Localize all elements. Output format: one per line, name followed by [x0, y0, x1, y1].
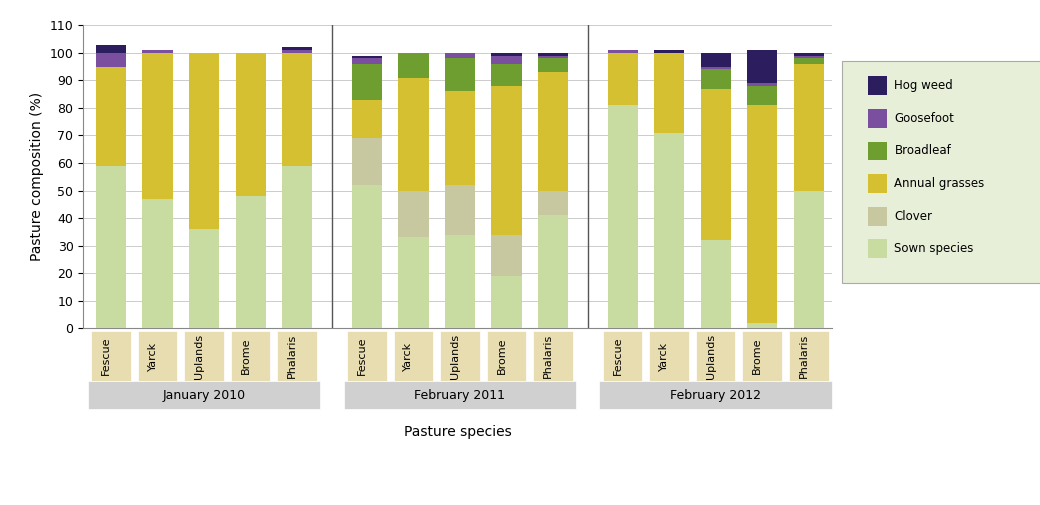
- Bar: [538, 53, 568, 56]
- Text: Yarck: Yarck: [404, 341, 414, 371]
- Text: February 2011: February 2011: [414, 389, 505, 401]
- Bar: [142, 53, 173, 199]
- Text: Phalaris: Phalaris: [543, 334, 553, 378]
- Bar: [607, 50, 638, 53]
- Bar: [96, 166, 126, 328]
- Text: Hog weed: Hog weed: [894, 79, 953, 92]
- Text: Annual grasses: Annual grasses: [894, 177, 985, 190]
- Text: Uplands: Uplands: [450, 333, 460, 379]
- Bar: [794, 53, 824, 56]
- Bar: [235, 53, 266, 196]
- Text: Yarck: Yarck: [659, 341, 669, 371]
- Bar: [794, 58, 824, 64]
- Bar: [538, 56, 568, 58]
- Bar: [607, 53, 638, 105]
- Bar: [282, 47, 312, 50]
- Y-axis label: Pasture composition (%): Pasture composition (%): [30, 92, 44, 261]
- Bar: [398, 78, 428, 190]
- Bar: [491, 86, 521, 235]
- Bar: [794, 64, 824, 190]
- Text: Sown species: Sown species: [894, 242, 973, 256]
- Bar: [352, 138, 382, 185]
- Bar: [701, 67, 731, 69]
- Text: Uplands: Uplands: [194, 333, 204, 379]
- Bar: [352, 56, 382, 58]
- Bar: [701, 53, 731, 67]
- Bar: [282, 50, 312, 53]
- Bar: [96, 67, 126, 166]
- Bar: [398, 53, 428, 78]
- Bar: [654, 53, 684, 133]
- Bar: [538, 58, 568, 72]
- Bar: [491, 53, 521, 56]
- Bar: [189, 229, 219, 328]
- Bar: [445, 185, 475, 235]
- Text: Fescue: Fescue: [101, 337, 111, 375]
- Bar: [352, 99, 382, 138]
- Bar: [235, 196, 266, 328]
- Bar: [747, 105, 777, 323]
- Bar: [445, 58, 475, 91]
- Bar: [747, 50, 777, 83]
- Bar: [747, 86, 777, 105]
- Bar: [352, 185, 382, 328]
- Bar: [445, 235, 475, 328]
- Bar: [189, 53, 219, 229]
- Bar: [445, 53, 475, 58]
- Text: Fescue: Fescue: [357, 337, 367, 375]
- Bar: [398, 190, 428, 237]
- Bar: [654, 133, 684, 328]
- Text: Uplands: Uplands: [706, 333, 716, 379]
- Bar: [491, 276, 521, 328]
- Bar: [352, 58, 382, 64]
- Text: Phalaris: Phalaris: [799, 334, 809, 378]
- Bar: [491, 64, 521, 86]
- Bar: [96, 53, 126, 67]
- Bar: [538, 215, 568, 328]
- Bar: [96, 44, 126, 53]
- Bar: [282, 53, 312, 166]
- Bar: [398, 237, 428, 328]
- Bar: [654, 50, 684, 53]
- Text: Goosefoot: Goosefoot: [894, 112, 955, 125]
- Text: February 2012: February 2012: [670, 389, 761, 401]
- Bar: [142, 199, 173, 328]
- Bar: [282, 166, 312, 328]
- Bar: [538, 190, 568, 215]
- Bar: [491, 56, 521, 64]
- Bar: [794, 190, 824, 328]
- Bar: [538, 72, 568, 190]
- Text: Clover: Clover: [894, 210, 933, 223]
- Text: Brome: Brome: [752, 338, 762, 374]
- Bar: [142, 50, 173, 53]
- Bar: [794, 56, 824, 58]
- Text: Brome: Brome: [496, 338, 506, 374]
- Text: Phalaris: Phalaris: [287, 334, 297, 378]
- Bar: [747, 83, 777, 86]
- Text: Fescue: Fescue: [613, 337, 623, 375]
- Bar: [607, 105, 638, 328]
- Bar: [701, 88, 731, 240]
- Text: Brome: Brome: [240, 338, 251, 374]
- Text: Yarck: Yarck: [148, 341, 158, 371]
- Bar: [445, 91, 475, 185]
- Bar: [747, 323, 777, 328]
- Bar: [701, 240, 731, 328]
- Bar: [491, 235, 521, 276]
- Bar: [352, 64, 382, 99]
- Bar: [701, 69, 731, 88]
- Text: Pasture species: Pasture species: [404, 425, 512, 439]
- Text: January 2010: January 2010: [162, 389, 245, 401]
- Text: Broadleaf: Broadleaf: [894, 144, 952, 158]
